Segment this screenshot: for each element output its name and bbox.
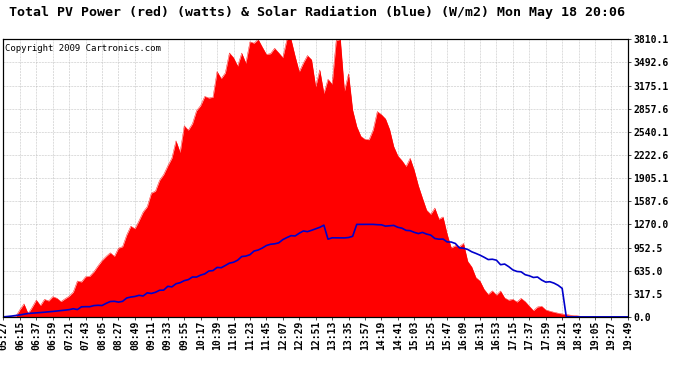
Text: Copyright 2009 Cartronics.com: Copyright 2009 Cartronics.com xyxy=(6,44,161,52)
Text: Total PV Power (red) (watts) & Solar Radiation (blue) (W/m2) Mon May 18 20:06: Total PV Power (red) (watts) & Solar Rad… xyxy=(10,6,625,19)
